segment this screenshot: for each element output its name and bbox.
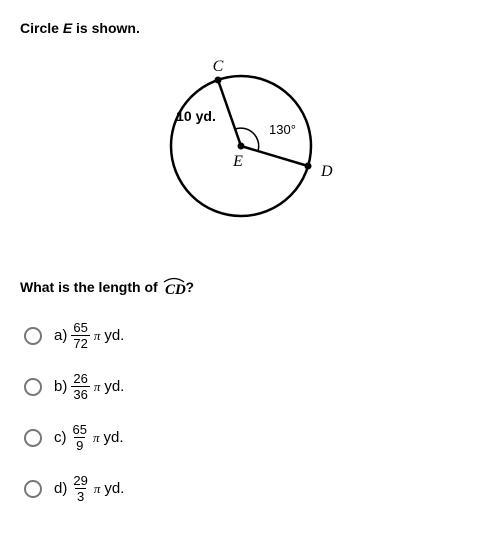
numerator: 29 (71, 474, 89, 488)
unit: yd. (104, 480, 124, 497)
option-a[interactable]: a) 65 72 π yd. (24, 321, 482, 350)
arc-CD: CD (162, 276, 186, 296)
option-d[interactable]: d) 29 3 π yd. (24, 474, 482, 503)
radio-icon (24, 378, 42, 396)
question-prefix: What is the length of (20, 279, 162, 295)
label-E: E (232, 153, 243, 170)
denominator: 9 (74, 437, 85, 452)
diagram-container: C D E 10 yd. 130° (20, 46, 482, 246)
denominator: 36 (71, 386, 89, 401)
point-C (215, 77, 222, 84)
fraction: 65 9 (71, 423, 89, 452)
unit: yd. (104, 327, 124, 344)
point-E (238, 143, 245, 150)
option-label: a) 65 72 π yd. (54, 321, 124, 350)
point-D (305, 163, 312, 170)
fraction: 65 72 (71, 321, 89, 350)
numerator: 65 (71, 321, 89, 335)
pi-symbol: π (93, 430, 100, 446)
option-letter: b) (54, 378, 67, 395)
pi-symbol: π (94, 379, 101, 395)
radio-icon (24, 480, 42, 498)
option-label: b) 26 36 π yd. (54, 372, 124, 401)
svg-text:CD: CD (165, 282, 186, 296)
options-group: a) 65 72 π yd. b) 26 36 π yd. c) 65 9 (20, 321, 482, 503)
fraction: 26 36 (71, 372, 89, 401)
radius-EC (218, 80, 241, 146)
pi-symbol: π (94, 328, 101, 344)
denominator: 72 (71, 335, 89, 350)
option-label: c) 65 9 π yd. (54, 423, 124, 452)
option-letter: d) (54, 480, 67, 497)
unit: yd. (103, 429, 123, 446)
circle-diagram: C D E 10 yd. 130° (141, 46, 361, 246)
radius-ED (241, 146, 308, 166)
question-suffix: ? (186, 279, 195, 295)
label-D: D (320, 163, 333, 180)
denominator: 3 (75, 488, 86, 503)
numerator: 65 (71, 423, 89, 437)
question: What is the length of CD? (20, 276, 482, 296)
radio-icon (24, 429, 42, 447)
radius-label: 10 yd. (176, 108, 216, 124)
option-c[interactable]: c) 65 9 π yd. (24, 423, 482, 452)
fraction: 29 3 (71, 474, 89, 503)
radio-icon (24, 327, 42, 345)
arc-symbol: CD (162, 276, 186, 296)
unit: yd. (104, 378, 124, 395)
label-C: C (213, 58, 224, 75)
title: Circle E is shown. (20, 20, 482, 36)
option-label: d) 29 3 π yd. (54, 474, 124, 503)
option-letter: a) (54, 327, 67, 344)
option-b[interactable]: b) 26 36 π yd. (24, 372, 482, 401)
pi-symbol: π (94, 481, 101, 497)
option-letter: c) (54, 429, 67, 446)
title-prefix: Circle (20, 20, 63, 36)
numerator: 26 (71, 372, 89, 386)
title-suffix: is shown. (72, 20, 140, 36)
title-var: E (63, 20, 72, 36)
angle-label: 130° (269, 122, 296, 137)
